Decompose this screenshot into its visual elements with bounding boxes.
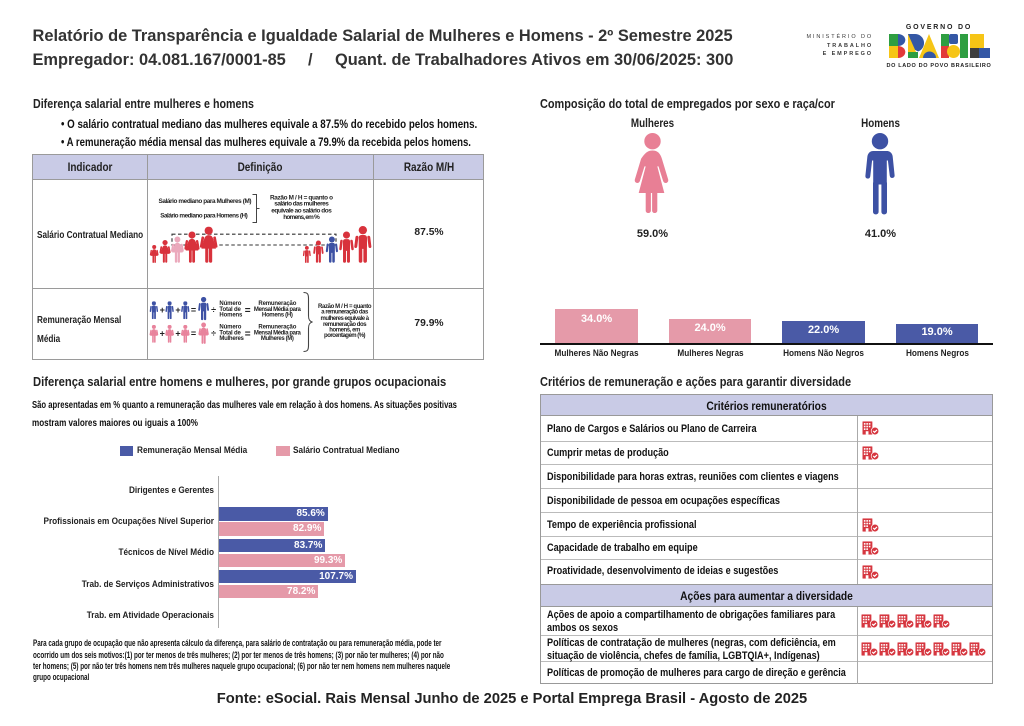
svg-text:Total de: Total de (219, 331, 241, 337)
svg-text:÷: ÷ (211, 329, 216, 339)
svg-text:Mulheres: Mulheres (219, 336, 244, 342)
svg-text:homens, em %: homens, em % (283, 214, 320, 221)
svg-text:Homens: Homens (219, 313, 243, 319)
svg-text:Salário mediano para Mulheres: Salário mediano para Mulheres (M) (159, 198, 252, 205)
svg-text:remuneração dos: remuneração dos (323, 322, 367, 328)
svg-text:Homens (H): Homens (H) (262, 313, 293, 319)
svg-text:homens, em: homens, em (329, 328, 360, 334)
svg-text:÷: ÷ (211, 305, 216, 315)
svg-text:Remuneração: Remuneração (258, 325, 296, 331)
svg-text:porcentagem (%): porcentagem (%) (324, 333, 366, 339)
svg-text:Remuneração: Remuneração (258, 301, 296, 307)
svg-text:=: = (245, 306, 251, 317)
svg-text:Mulheres (M): Mulheres (M) (261, 336, 294, 342)
svg-text:a remuneração das: a remuneração das (321, 310, 369, 316)
svg-text:=: = (191, 305, 196, 315)
svg-text:Razão M / H = quanto: Razão M / H = quanto (318, 304, 372, 310)
svg-text:salário das mulheres: salário das mulheres (274, 201, 329, 208)
svg-text:equivale ao salário dos: equivale ao salário dos (271, 207, 332, 214)
svg-text:mulheres equivale à: mulheres equivale à (321, 316, 370, 322)
svg-text:Número: Número (219, 325, 241, 331)
svg-text:+: + (160, 329, 165, 339)
svg-text:Salário mediano para Homens (H: Salário mediano para Homens (H) (160, 212, 248, 219)
svg-text:Mensal Média para: Mensal Média para (254, 331, 302, 337)
svg-text:=: = (245, 329, 251, 340)
svg-text:+: + (175, 329, 180, 339)
svg-text:+: + (160, 305, 165, 315)
svg-text:+: + (175, 305, 180, 315)
svg-text:Mensal Média para: Mensal Média para (254, 307, 302, 313)
svg-text:Total de: Total de (219, 307, 241, 313)
svg-text:=: = (191, 329, 196, 339)
svg-text:Número: Número (219, 301, 241, 307)
svg-text:Razão M / H = quanto o: Razão M / H = quanto o (270, 194, 333, 201)
